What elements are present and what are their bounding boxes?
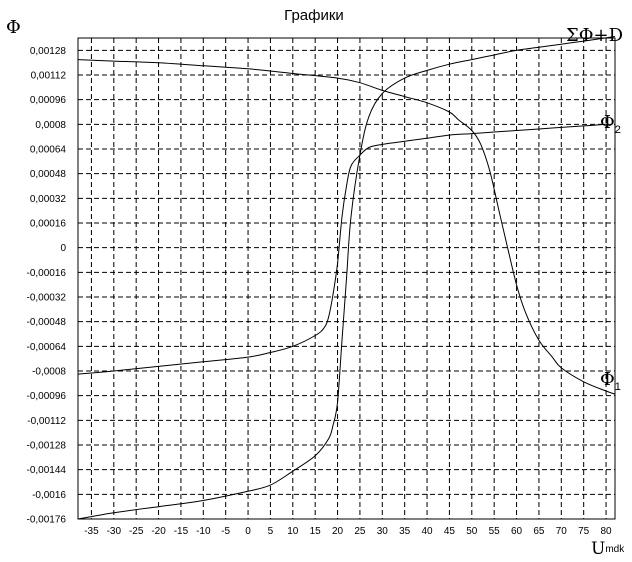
x-tick-label: -15 xyxy=(174,526,189,537)
x-tick-label: 0 xyxy=(245,526,251,537)
x-tick-label: 75 xyxy=(578,526,590,537)
x-tick-label: -25 xyxy=(129,526,144,537)
y-tick-label: 0,00064 xyxy=(30,145,67,156)
series-labels: ΣΦ+D Φ2 Φ1 xyxy=(566,25,623,393)
y-tick-label: -0,0016 xyxy=(32,490,66,501)
x-axis-label-main: U xyxy=(591,539,605,559)
y-tick-label: -0,00176 xyxy=(27,515,67,526)
x-tick-label: 30 xyxy=(377,526,389,537)
series-line-sum xyxy=(77,36,616,520)
grid xyxy=(78,38,615,520)
y-tick-labels: 0,00128 0,00112 0,00096 0,0008 0,00064 0,0004… xyxy=(27,46,67,526)
plot-frame xyxy=(77,37,616,520)
x-tick-label: 10 xyxy=(287,526,299,537)
x-tick-label: -20 xyxy=(151,526,166,537)
x-tick-label: 50 xyxy=(466,526,478,537)
y-tick-label: -0,00112 xyxy=(27,416,66,427)
y-tick-label: -0,00096 xyxy=(27,391,67,402)
y-tick-label: 0 xyxy=(60,243,66,254)
series-line-phi1 xyxy=(77,59,616,395)
series-label-phi2-sub: 2 xyxy=(615,124,621,136)
x-tick-label: 25 xyxy=(354,526,366,537)
y-tick-label: -0,00032 xyxy=(27,293,67,304)
y-tick-label: 0,00128 xyxy=(30,46,67,57)
y-tick-label: -0,0008 xyxy=(32,367,66,378)
y-tick-label: 0,00016 xyxy=(30,219,67,230)
x-tick-label: 60 xyxy=(511,526,523,537)
y-axis-label: Φ xyxy=(6,17,21,38)
x-axis-label-sub: mdk xyxy=(605,544,625,555)
y-tick-label: 0,0008 xyxy=(35,120,66,131)
x-tick-label: 40 xyxy=(421,526,433,537)
x-tick-label: 65 xyxy=(533,526,545,537)
y-tick-label: 0,00096 xyxy=(30,95,67,106)
y-tick-label: 0,00032 xyxy=(30,194,67,205)
x-tick-label: 20 xyxy=(332,526,344,537)
x-tick-label: 80 xyxy=(600,526,612,537)
y-tick-label: 0,00112 xyxy=(31,71,67,82)
series-label-sum: ΣΦ+D xyxy=(566,25,623,46)
y-tick-label: -0,00144 xyxy=(27,465,67,476)
series-label-phi2-main: Φ xyxy=(600,112,615,133)
x-axis-label: Umdk xyxy=(591,539,625,559)
series-line-phi2 xyxy=(77,123,607,375)
x-tick-label: -10 xyxy=(196,526,211,537)
x-tick-label: 35 xyxy=(399,526,411,537)
series-label-phi2: Φ2 xyxy=(600,112,621,136)
y-tick-label: -0,00016 xyxy=(27,268,67,279)
y-tick-label: -0,00064 xyxy=(27,342,67,353)
series-label-sum-main: ΣΦ+D xyxy=(566,25,623,46)
chart-title: Графики xyxy=(284,7,344,24)
y-tick-label: 0,00048 xyxy=(30,169,67,180)
y-tick-label: -0,00128 xyxy=(27,441,67,452)
x-tick-label: -5 xyxy=(221,526,230,537)
x-tick-label: 15 xyxy=(310,526,322,537)
x-tick-label: -35 xyxy=(84,526,99,537)
x-tick-label: 55 xyxy=(489,526,501,537)
series-label-phi1-sub: 1 xyxy=(615,381,621,393)
y-tick-label: -0,00048 xyxy=(27,317,67,328)
x-tick-label: 5 xyxy=(268,526,274,537)
series-label-phi1: Φ1 xyxy=(600,369,621,393)
series-label-phi1-main: Φ xyxy=(600,369,615,390)
series-lines xyxy=(77,36,616,520)
x-tick-labels: -35 -30 -25 -20 -15 -10 -5 0 5 10 15 20 25 30 35 40 45 50… xyxy=(84,526,612,537)
x-tick-label: 70 xyxy=(556,526,568,537)
x-tick-label: -30 xyxy=(107,526,122,537)
x-tick-label: 45 xyxy=(444,526,456,537)
